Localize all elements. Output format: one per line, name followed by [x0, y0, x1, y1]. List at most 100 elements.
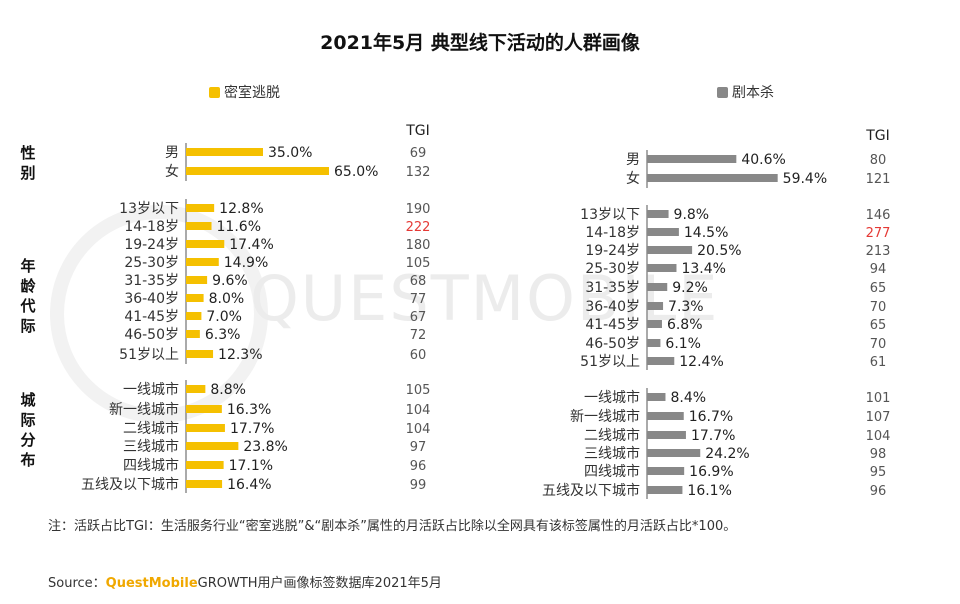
script-value-label: 24.2% — [705, 446, 749, 462]
escape-tgi-value: 104 — [406, 403, 431, 418]
script-tgi-value: 146 — [866, 208, 891, 223]
escape-value-label: 11.6% — [217, 219, 261, 235]
escape-category-label: 新一线城市 — [109, 401, 179, 418]
script-category-label: 36-40岁 — [585, 299, 640, 315]
script-bar — [647, 283, 668, 291]
script-tgi-value: 65 — [870, 318, 887, 333]
escape-value-label: 14.9% — [224, 255, 268, 271]
escape-tgi-value: 97 — [410, 440, 427, 455]
script-category-label: 二线城市 — [584, 427, 640, 444]
script-tgi-value: 213 — [866, 244, 891, 259]
script-value-label: 12.4% — [679, 354, 723, 370]
script-category-label: 31-35岁 — [585, 280, 640, 296]
script-value-label: 9.8% — [674, 207, 710, 223]
escape-bar — [186, 276, 208, 284]
escape-bar — [186, 167, 329, 175]
script-tgi-value: 70 — [870, 337, 887, 352]
group-label-char: 分 — [20, 431, 35, 449]
escape-category-label: 女 — [165, 163, 179, 180]
escape-tgi-value: 104 — [406, 422, 431, 437]
escape-category-label: 13岁以下 — [119, 201, 179, 217]
script-value-label: 7.3% — [668, 299, 704, 315]
escape-category-label: 46-50岁 — [124, 327, 179, 343]
script-bar — [647, 412, 684, 420]
script-bar — [647, 174, 778, 182]
script-value-label: 6.8% — [667, 317, 703, 333]
script-value-label: 40.6% — [741, 152, 785, 168]
script-tgi-value: 96 — [870, 484, 887, 499]
escape-value-label: 65.0% — [334, 164, 378, 180]
group-label-char: 别 — [19, 164, 35, 182]
escape-value-label: 17.7% — [230, 421, 274, 437]
script-bar — [647, 264, 677, 272]
script-category-label: 41-45岁 — [585, 317, 640, 333]
escape-category-label: 51岁以上 — [119, 347, 179, 363]
escape-tgi-value: 72 — [410, 328, 427, 343]
escape-value-label: 12.3% — [218, 347, 262, 363]
script-tgi-value: 61 — [870, 355, 887, 370]
script-tgi-value: 65 — [870, 281, 887, 296]
escape-tgi-value: 67 — [410, 310, 427, 325]
script-category-label: 新一线城市 — [570, 408, 640, 425]
escape-value-label: 8.8% — [210, 382, 246, 398]
escape-bar — [186, 312, 202, 320]
escape-value-label: 9.6% — [212, 273, 248, 289]
escape-bar — [186, 240, 225, 248]
script-value-label: 20.5% — [697, 243, 741, 259]
script-tgi-value: 107 — [866, 410, 891, 425]
script-category-label: 四线城市 — [584, 463, 640, 480]
escape-category-label: 男 — [165, 145, 179, 161]
script-category-label: 25-30岁 — [585, 261, 640, 277]
group-label-char: 性 — [20, 144, 35, 162]
escape-category-label: 25-30岁 — [124, 255, 179, 271]
escape-value-label: 16.3% — [227, 402, 271, 418]
group-label-char: 布 — [20, 451, 35, 469]
escape-value-label: 35.0% — [268, 145, 312, 161]
escape-bar — [186, 258, 219, 266]
escape-bar — [186, 350, 214, 358]
escape-tgi-value: 68 — [410, 274, 427, 289]
escape-bar — [186, 461, 224, 469]
script-legend-label: 剧本杀 — [732, 85, 774, 101]
script-bar — [647, 246, 693, 254]
escape-tgi-value: 105 — [406, 256, 431, 271]
script-value-label: 14.5% — [684, 225, 728, 241]
script-tgi-value: 104 — [866, 429, 891, 444]
script-category-label: 13岁以下 — [580, 207, 640, 223]
escape-legend-label: 密室逃脱 — [224, 84, 280, 101]
escape-category-label: 36-40岁 — [124, 291, 179, 307]
escape-bar — [186, 294, 204, 302]
escape-tgi-value: 60 — [410, 348, 427, 363]
script-bar — [647, 320, 662, 328]
script-bar — [647, 155, 737, 163]
script-category-label: 51岁以上 — [580, 354, 640, 370]
escape-legend-swatch — [209, 87, 220, 98]
script-bar — [647, 467, 685, 475]
script-tgi-value: 121 — [866, 172, 891, 187]
group-label-char: 城 — [20, 391, 35, 409]
script-value-label: 17.7% — [691, 428, 735, 444]
escape-category-label: 31-35岁 — [124, 273, 179, 289]
escape-value-label: 7.0% — [206, 309, 242, 325]
escape-category-label: 四线城市 — [123, 457, 179, 474]
script-value-label: 16.1% — [687, 483, 731, 499]
escape-tgi-value: 99 — [410, 478, 427, 493]
script-tgi-value: 95 — [870, 465, 887, 480]
escape-bar — [186, 204, 215, 212]
chart-title: 2021年5月 典型线下活动的人群画像 — [320, 32, 640, 54]
script-tgi-value: 277 — [866, 226, 891, 241]
group-label-char: 年 — [20, 257, 35, 275]
script-legend-swatch — [717, 87, 728, 98]
script-category-label: 一线城市 — [584, 389, 640, 406]
escape-bar — [186, 148, 263, 156]
escape-category-label: 14-18岁 — [124, 219, 179, 235]
escape-value-label: 17.1% — [229, 458, 273, 474]
script-bar — [647, 393, 666, 401]
escape-bar — [186, 330, 200, 338]
escape-bar — [186, 405, 222, 413]
script-tgi-header: TGI — [865, 128, 890, 144]
escape-value-label: 17.4% — [229, 237, 273, 253]
escape-value-label: 6.3% — [205, 327, 241, 343]
script-value-label: 59.4% — [783, 171, 827, 187]
escape-bar — [186, 385, 206, 393]
